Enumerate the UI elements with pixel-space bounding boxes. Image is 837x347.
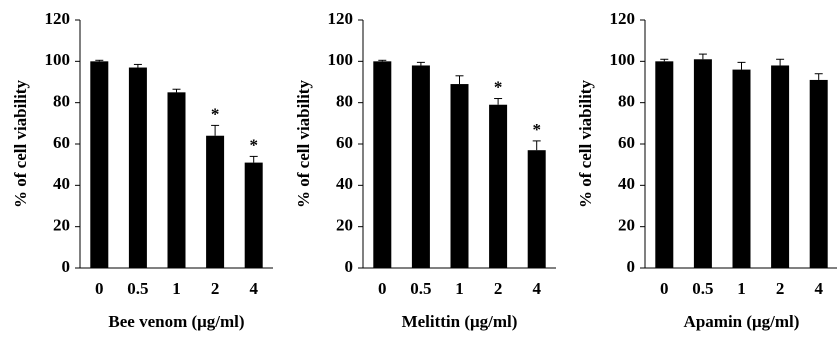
bar — [206, 135, 225, 268]
bar — [244, 162, 263, 268]
y-tick-label: 100 — [328, 50, 354, 69]
error-bar — [455, 75, 464, 85]
y-tick-label: 40 — [336, 174, 353, 193]
error-bar — [698, 53, 707, 60]
x-axis-label: Bee venom (μg/ml) — [108, 312, 244, 331]
error-bar — [737, 61, 746, 70]
bar — [167, 92, 186, 268]
y-tick-label: 40 — [53, 174, 70, 193]
y-tick-label: 80 — [53, 92, 70, 111]
y-tick-label: 20 — [618, 216, 635, 235]
y-tick-label: 100 — [610, 50, 636, 69]
x-tick-label: 2 — [211, 279, 220, 298]
significance-marker: * — [211, 104, 220, 123]
error-bar — [494, 98, 503, 105]
error-bar — [172, 88, 181, 93]
y-tick-label: 60 — [53, 133, 70, 152]
error-bar — [249, 155, 258, 163]
bar — [450, 84, 469, 268]
x-axis-label: Apamin (μg/ml) — [684, 312, 800, 331]
y-tick-label: 80 — [336, 92, 353, 111]
bar — [655, 61, 674, 269]
x-tick-label: 1 — [737, 279, 746, 298]
x-tick-label: 0.5 — [127, 279, 148, 298]
error-bar — [211, 124, 220, 136]
y-tick-label: 40 — [618, 174, 635, 193]
x-tick-label: 0 — [378, 279, 387, 298]
y-tick-label: 0 — [62, 257, 71, 276]
y-tick-label: 20 — [336, 216, 353, 235]
bar — [90, 61, 109, 269]
error-bar — [133, 63, 142, 68]
x-tick-label: 0 — [660, 279, 669, 298]
y-tick-label: 0 — [627, 257, 636, 276]
bar — [489, 104, 508, 268]
x-axis-label: Melittin (μg/ml) — [402, 312, 518, 331]
x-tick-label: 1 — [455, 279, 464, 298]
bar — [732, 69, 751, 268]
y-tick-label: 120 — [328, 9, 354, 28]
error-bar — [378, 59, 387, 62]
y-tick-label: 0 — [345, 257, 354, 276]
bar — [809, 79, 828, 268]
x-tick-label: 0.5 — [692, 279, 713, 298]
significance-marker: * — [532, 120, 541, 139]
error-bar — [416, 61, 425, 66]
error-bar — [814, 73, 823, 80]
y-tick-label: 100 — [45, 50, 71, 69]
error-bar — [532, 140, 541, 151]
bar — [693, 59, 712, 269]
x-tick-label: 0.5 — [410, 279, 431, 298]
y-axis-label: % of cell viability — [294, 80, 313, 208]
bar — [373, 61, 392, 269]
y-tick-label: 20 — [53, 216, 70, 235]
y-axis-label: % of cell viability — [11, 80, 30, 208]
x-tick-label: 2 — [494, 279, 503, 298]
significance-marker: * — [494, 77, 503, 96]
x-tick-label: 1 — [172, 279, 181, 298]
x-tick-label: 0 — [95, 279, 104, 298]
y-tick-label: 120 — [45, 9, 71, 28]
significance-marker: * — [249, 135, 258, 154]
x-tick-label: 4 — [249, 279, 258, 298]
error-bar — [660, 58, 669, 62]
x-tick-label: 4 — [532, 279, 541, 298]
bar — [527, 150, 546, 268]
y-tick-label: 120 — [610, 9, 636, 28]
y-tick-label: 60 — [618, 133, 635, 152]
y-axis-label: % of cell viability — [576, 80, 595, 208]
bar — [411, 65, 430, 268]
y-tick-label: 60 — [336, 133, 353, 152]
error-bar — [95, 59, 104, 62]
x-tick-label: 2 — [776, 279, 785, 298]
bar — [128, 67, 147, 269]
error-bar — [776, 58, 785, 66]
y-tick-label: 80 — [618, 92, 635, 111]
bar — [771, 65, 790, 268]
x-tick-label: 4 — [814, 279, 823, 298]
